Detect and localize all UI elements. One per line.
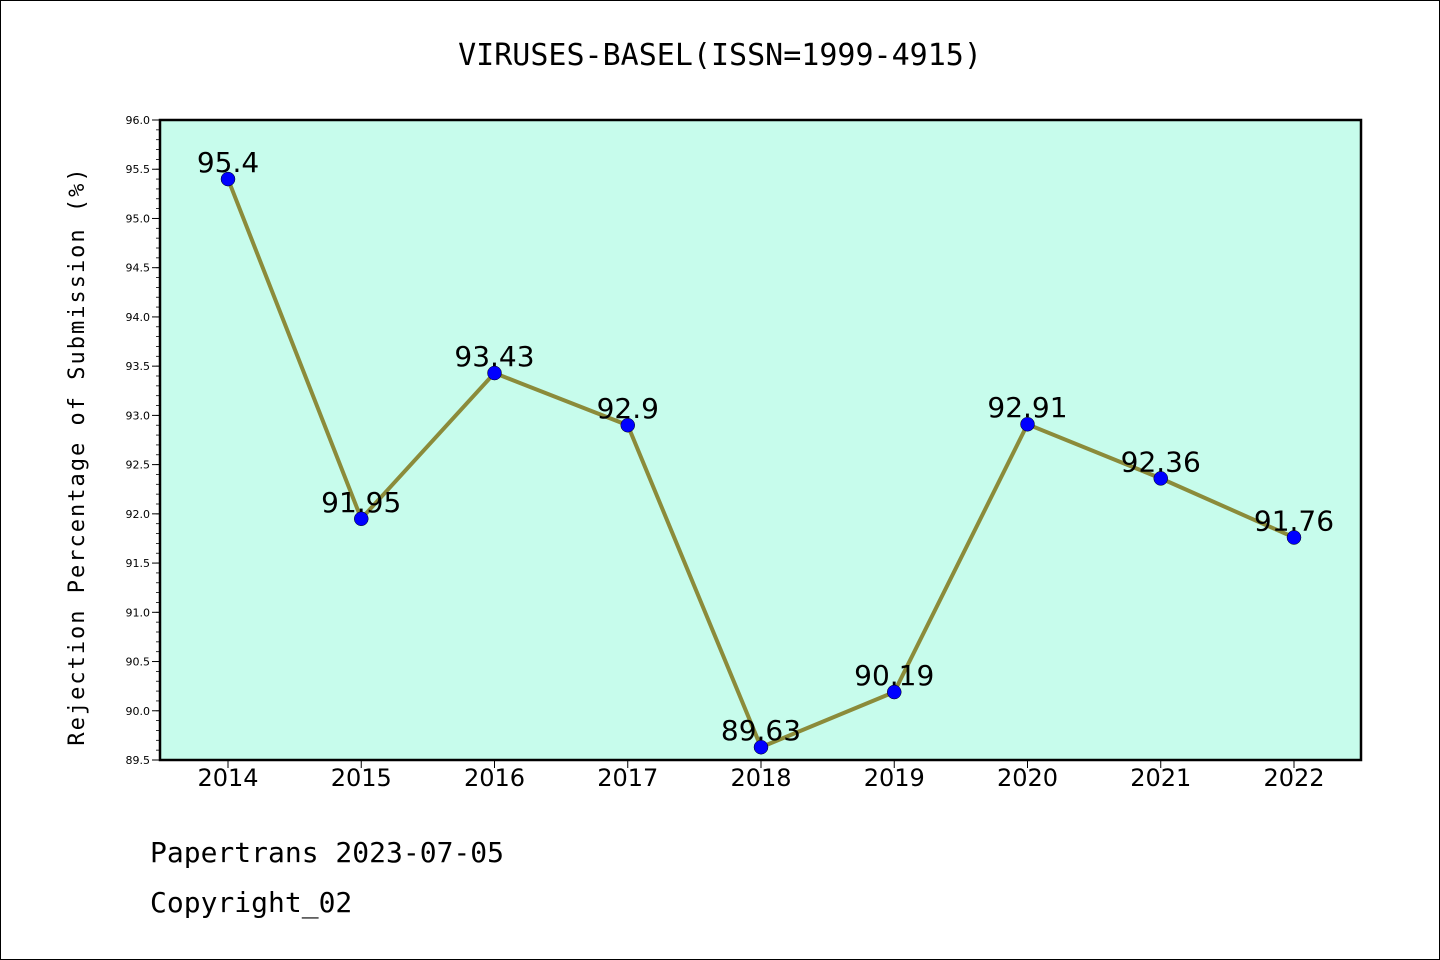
footer-copyright: Copyright_02 <box>150 886 353 919</box>
y-tick-label: 94.0 <box>126 311 151 324</box>
x-tick-label: 2014 <box>197 764 258 792</box>
data-label: 91.76 <box>1254 504 1334 537</box>
data-point <box>753 739 769 755</box>
data-label: 95.4 <box>197 146 259 179</box>
x-tick-label: 2021 <box>1130 764 1191 792</box>
y-tick-label: 93.0 <box>126 409 151 422</box>
data-label: 92.9 <box>597 392 659 425</box>
data-label: 93.43 <box>454 340 534 373</box>
y-tick-label: 90.5 <box>126 656 151 669</box>
plot-area <box>160 120 1361 760</box>
y-tick-label: 95.5 <box>126 163 151 176</box>
y-tick-label: 91.5 <box>126 557 151 570</box>
footer-date: Papertrans 2023-07-05 <box>150 836 505 869</box>
data-label: 91.95 <box>321 486 401 519</box>
data-point <box>1153 471 1168 486</box>
y-tick-label: 89.5 <box>126 754 151 767</box>
y-tick-label: 95.0 <box>126 212 151 225</box>
x-tick-label: 2017 <box>597 764 658 792</box>
data-point <box>620 417 635 433</box>
y-tick-label: 96.0 <box>126 114 151 127</box>
data-point <box>220 171 236 187</box>
y-tick-label: 94.5 <box>126 262 151 275</box>
x-tick-label: 2022 <box>1263 764 1324 792</box>
data-point <box>1286 530 1302 545</box>
x-tick-label: 2015 <box>331 764 392 792</box>
y-tick-label: 92.0 <box>126 508 151 521</box>
x-axis: 2014 2015 2016 2017 2018 2019 2020 2021 2022 <box>197 760 1325 792</box>
data-label: 89.63 <box>721 714 801 747</box>
y-axis: 89.5 90.0 90.5 91.0 91.5 92.0 92.5 93.0 93.5 94.0… <box>126 114 160 767</box>
data-point <box>354 511 369 527</box>
data-label: 92.91 <box>987 391 1067 424</box>
x-tick-label: 2020 <box>997 764 1058 792</box>
data-label: 92.36 <box>1121 445 1201 478</box>
y-tick-label: 91.0 <box>126 606 151 619</box>
y-axis-label: Rejection Percentage of Submission (%) <box>65 166 90 745</box>
x-tick-label: 2018 <box>730 764 791 792</box>
x-tick-label: 2019 <box>864 764 925 792</box>
data-point <box>887 684 902 700</box>
series <box>220 171 1302 755</box>
data-labels: 95.4 91.95 93.43 92.9 89.63 90.19 92.91 92.36 91… <box>197 146 1334 747</box>
data-point <box>1020 416 1035 432</box>
x-tick-label: 2016 <box>464 764 525 792</box>
plot-border <box>158 118 1363 762</box>
chart-title: VIRUSES-BASEL(ISSN=1999-4915) <box>458 38 982 73</box>
data-label: 90.19 <box>854 659 934 692</box>
y-tick-label: 93.5 <box>126 360 151 373</box>
data-point <box>487 365 502 381</box>
y-tick-label: 92.5 <box>126 459 151 472</box>
y-tick-label: 90.0 <box>126 705 151 718</box>
